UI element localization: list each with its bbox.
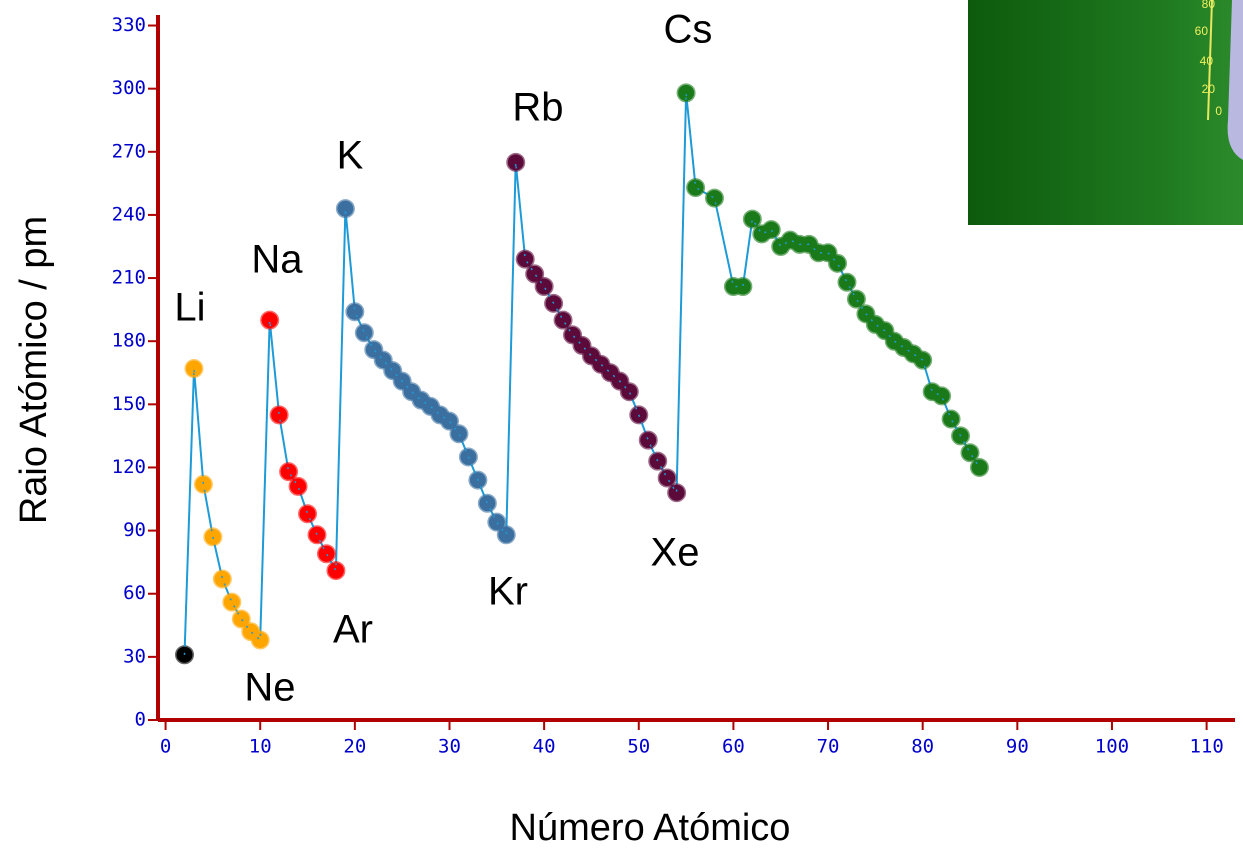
inset-label: 20 xyxy=(1202,82,1216,96)
data-point xyxy=(830,255,846,271)
x-tick-label: 30 xyxy=(438,736,461,758)
chart: Número Atómico Raio Atómico / pm 80 60 40 2… xyxy=(0,0,1243,857)
y-tick-label: 150 xyxy=(112,393,146,415)
x-tick-label: 10 xyxy=(249,736,272,758)
data-point xyxy=(281,464,297,480)
data-point xyxy=(195,476,211,492)
y-tick-label: 300 xyxy=(112,77,146,99)
inset-label: 80 xyxy=(1202,0,1216,11)
data-point xyxy=(271,407,287,423)
data-point xyxy=(214,571,230,587)
data-point xyxy=(706,190,722,206)
element-label: Na xyxy=(251,238,303,282)
data-point xyxy=(621,384,637,400)
data-point xyxy=(479,495,495,511)
element-label: Ar xyxy=(333,608,373,652)
x-tick-label: 0 xyxy=(160,736,171,758)
element-label: Xe xyxy=(651,531,700,575)
data-point xyxy=(915,352,931,368)
y-tick-label: 180 xyxy=(112,330,146,352)
inset-label: 60 xyxy=(1195,24,1209,38)
data-point xyxy=(451,426,467,442)
x-tick-label: 60 xyxy=(722,736,745,758)
data-point xyxy=(943,411,959,427)
data-point xyxy=(744,211,760,227)
y-axis-label: Raio Atómico / pm xyxy=(13,216,55,524)
element-label: K xyxy=(337,134,364,178)
data-point xyxy=(300,506,316,522)
data-point xyxy=(934,388,950,404)
x-tick-label: 50 xyxy=(627,736,650,758)
connector-line xyxy=(185,93,980,655)
y-tick-label: 330 xyxy=(112,14,146,36)
element-label: Li xyxy=(174,286,205,330)
data-point xyxy=(659,470,675,486)
inset-label: 40 xyxy=(1200,54,1214,68)
data-point xyxy=(971,459,987,475)
y-tick-label: 120 xyxy=(112,456,146,478)
data-point xyxy=(669,485,685,501)
x-tick-label: 40 xyxy=(533,736,556,758)
x-tick-label: 110 xyxy=(1189,736,1223,758)
x-axis-label: Número Atómico xyxy=(510,807,791,849)
data-point xyxy=(640,432,656,448)
data-point xyxy=(839,274,855,290)
x-tick-label: 20 xyxy=(343,736,366,758)
data-point xyxy=(318,546,334,562)
y-tick-label: 90 xyxy=(123,519,146,541)
data-point xyxy=(650,453,666,469)
x-tick-label: 100 xyxy=(1095,736,1129,758)
data-point xyxy=(517,251,533,267)
data-point xyxy=(347,304,363,320)
data-point xyxy=(205,529,221,545)
element-label: Cs xyxy=(664,8,713,52)
connector-overlay xyxy=(185,93,980,655)
data-point xyxy=(536,278,552,294)
data-point xyxy=(498,527,514,543)
x-tick-label: 90 xyxy=(1006,736,1029,758)
element-label: Rb xyxy=(512,86,563,130)
y-tick-label: 0 xyxy=(135,709,146,731)
data-point xyxy=(309,527,325,543)
data-point xyxy=(555,312,571,328)
element-label: Ne xyxy=(244,666,295,710)
data-point xyxy=(290,478,306,494)
y-tick-label: 240 xyxy=(112,203,146,225)
data-point xyxy=(848,291,864,307)
element-label: Kr xyxy=(488,570,528,614)
y-tick-label: 210 xyxy=(112,267,146,289)
y-tick-label: 60 xyxy=(123,582,146,604)
x-tick-label: 70 xyxy=(817,736,840,758)
data-point xyxy=(224,594,240,610)
y-tick-label: 270 xyxy=(112,140,146,162)
data-point xyxy=(763,222,779,238)
data-point xyxy=(356,325,372,341)
inset-label: 0 xyxy=(1215,104,1222,118)
x-tick-label: 80 xyxy=(911,736,934,758)
data-point xyxy=(337,201,353,217)
data-point xyxy=(962,445,978,461)
y-tick-label: 30 xyxy=(123,645,146,667)
